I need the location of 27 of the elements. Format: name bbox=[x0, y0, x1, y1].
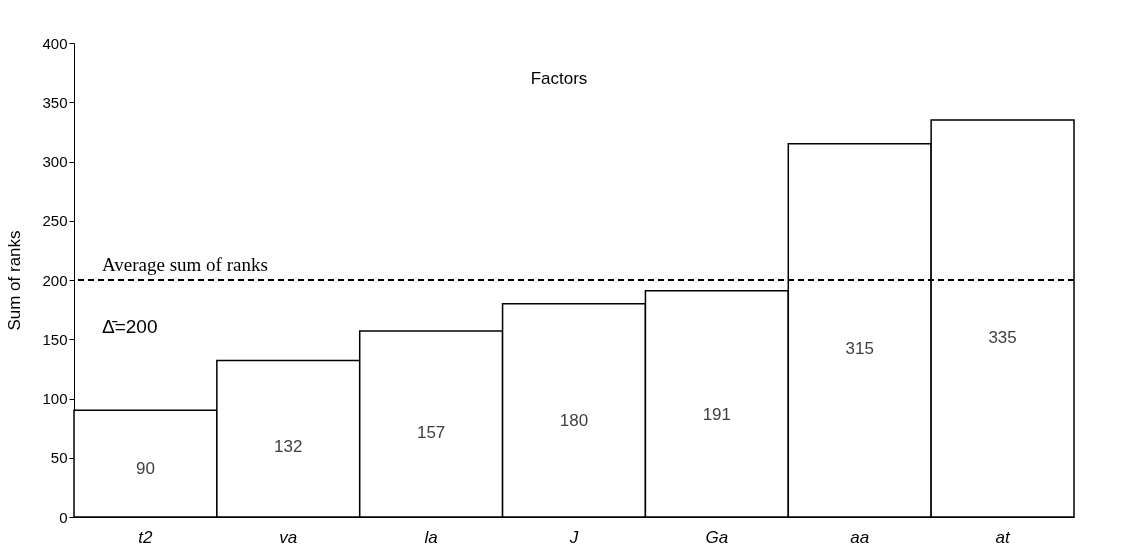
y-tick-label: 100 bbox=[42, 390, 68, 407]
x-tick-label: aa bbox=[850, 527, 870, 547]
x-tick-label: la bbox=[424, 527, 438, 547]
text: Factors bbox=[530, 68, 588, 88]
data-label: 335 bbox=[988, 328, 1017, 348]
x-tick-label: va bbox=[279, 527, 298, 547]
data-label: 180 bbox=[559, 411, 589, 431]
ref-line-label: Average sum of ranks bbox=[102, 254, 268, 275]
data-label: 315 bbox=[845, 339, 874, 359]
y-tick-label: 150 bbox=[42, 330, 68, 348]
x-tick-label: t2 bbox=[138, 527, 154, 547]
y-axis-title: Sum of ranks bbox=[5, 230, 25, 331]
y-tick-label: 400 bbox=[42, 34, 68, 52]
y-tick-label: 200 bbox=[42, 271, 68, 289]
data-label: 90 bbox=[135, 459, 155, 479]
y-tick-label: 50 bbox=[50, 449, 68, 467]
data-label: 157 bbox=[416, 423, 446, 443]
y-tick-label: 350 bbox=[42, 93, 68, 111]
x-tick-label: at bbox=[995, 527, 1011, 547]
y-tick-label: 250 bbox=[42, 212, 68, 230]
y-tick-label: 0 bbox=[59, 508, 68, 526]
data-label: 132 bbox=[274, 436, 303, 456]
x-tick-label: Ga bbox=[705, 527, 729, 547]
y-tick-label: 300 bbox=[42, 153, 68, 170]
data-label: 191 bbox=[702, 405, 732, 425]
annotation: Δ̄=200 bbox=[102, 316, 158, 338]
x-tick-label: J bbox=[568, 527, 579, 547]
